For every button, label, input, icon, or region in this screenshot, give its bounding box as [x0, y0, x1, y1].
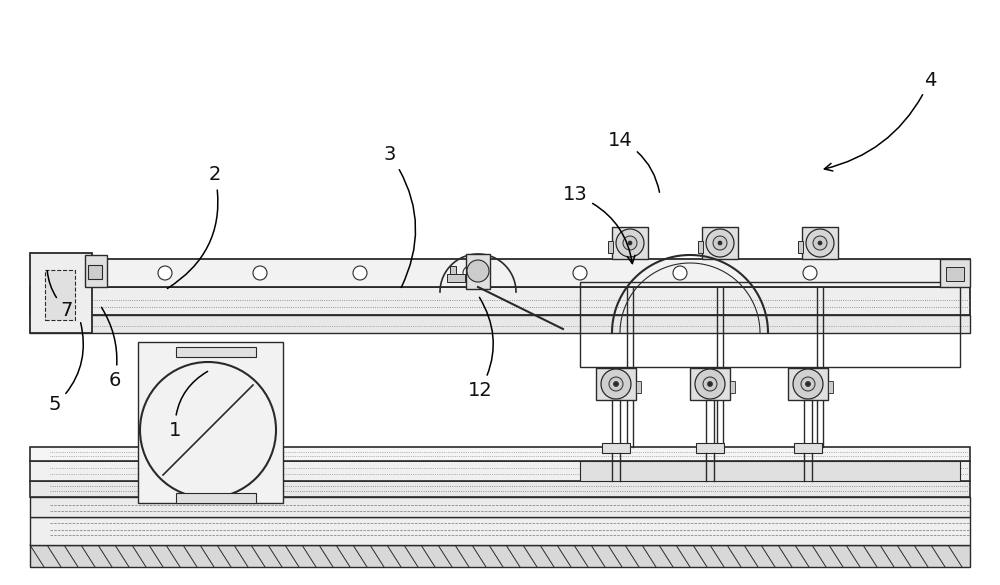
Circle shape [601, 369, 631, 399]
Circle shape [813, 236, 827, 250]
Text: 3: 3 [384, 146, 416, 287]
Bar [30, 447, 970, 461]
Circle shape [614, 381, 618, 387]
Bar [85, 255, 107, 287]
Text: 1: 1 [169, 371, 208, 439]
Bar [176, 493, 256, 503]
Text: 4: 4 [824, 71, 936, 171]
Bar [30, 545, 970, 567]
Bar [702, 227, 738, 259]
Text: 5: 5 [49, 323, 83, 415]
Bar [608, 241, 613, 253]
Circle shape [806, 229, 834, 257]
Text: 14: 14 [608, 130, 660, 192]
Circle shape [708, 381, 712, 387]
Bar [828, 381, 833, 393]
Circle shape [818, 241, 822, 245]
Bar [788, 368, 828, 400]
Text: 12: 12 [468, 297, 493, 400]
Bar [466, 254, 490, 289]
Circle shape [609, 377, 623, 391]
Text: 6: 6 [101, 307, 121, 390]
Bar [946, 267, 964, 281]
Bar [698, 241, 703, 253]
Circle shape [353, 266, 367, 280]
Circle shape [713, 236, 727, 250]
Circle shape [806, 381, 810, 387]
Text: 7: 7 [47, 271, 73, 319]
Circle shape [253, 266, 267, 280]
Circle shape [616, 229, 644, 257]
Circle shape [793, 369, 823, 399]
Bar [580, 282, 960, 367]
Bar [580, 461, 960, 481]
Bar [596, 368, 636, 400]
Bar [696, 443, 724, 453]
Bar [138, 342, 283, 503]
Bar [730, 381, 735, 393]
Bar [450, 266, 456, 274]
Bar [45, 270, 75, 320]
Bar [30, 315, 970, 333]
Circle shape [695, 369, 725, 399]
Bar [85, 259, 970, 287]
Bar [30, 481, 970, 497]
Bar [940, 259, 970, 287]
Circle shape [703, 377, 717, 391]
Bar [30, 497, 970, 517]
Bar [30, 517, 970, 545]
Bar [690, 368, 730, 400]
Text: 13: 13 [563, 185, 635, 264]
Circle shape [673, 266, 687, 280]
Bar [802, 227, 838, 259]
Circle shape [706, 229, 734, 257]
Bar [176, 347, 256, 357]
Circle shape [573, 266, 587, 280]
Circle shape [623, 236, 637, 250]
Bar [30, 461, 970, 481]
Circle shape [467, 260, 489, 282]
Circle shape [463, 266, 477, 280]
Bar [612, 227, 648, 259]
Bar [798, 241, 803, 253]
Bar [30, 253, 92, 333]
Bar [636, 381, 641, 393]
Bar [602, 443, 630, 453]
Bar [88, 265, 102, 279]
Circle shape [803, 266, 817, 280]
Circle shape [718, 241, 722, 245]
Circle shape [801, 377, 815, 391]
Circle shape [158, 266, 172, 280]
Text: 2: 2 [167, 166, 221, 288]
Bar [30, 287, 970, 315]
Bar [794, 443, 822, 453]
Bar [447, 274, 465, 282]
Circle shape [628, 241, 632, 245]
